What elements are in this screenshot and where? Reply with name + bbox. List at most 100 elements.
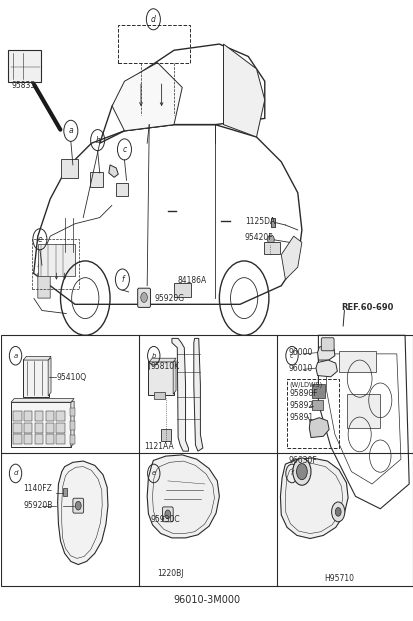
FancyBboxPatch shape <box>311 384 325 398</box>
FancyBboxPatch shape <box>263 242 279 254</box>
Polygon shape <box>193 338 202 451</box>
FancyBboxPatch shape <box>347 394 380 428</box>
Text: c: c <box>122 145 126 154</box>
Text: b: b <box>95 135 100 145</box>
FancyBboxPatch shape <box>45 423 54 433</box>
Text: H95710: H95710 <box>323 574 353 582</box>
Text: d: d <box>151 15 155 24</box>
FancyBboxPatch shape <box>14 435 22 445</box>
FancyBboxPatch shape <box>24 423 32 433</box>
Text: a: a <box>69 126 73 135</box>
Text: 1125DA: 1125DA <box>244 217 274 227</box>
Circle shape <box>267 235 273 245</box>
Text: 95892: 95892 <box>289 401 313 410</box>
FancyBboxPatch shape <box>70 408 75 417</box>
FancyBboxPatch shape <box>56 423 64 433</box>
Polygon shape <box>149 358 176 362</box>
FancyBboxPatch shape <box>73 498 83 513</box>
FancyBboxPatch shape <box>56 411 64 421</box>
Text: c: c <box>290 353 293 359</box>
FancyBboxPatch shape <box>338 351 375 373</box>
FancyBboxPatch shape <box>35 411 43 421</box>
FancyBboxPatch shape <box>22 359 49 397</box>
FancyBboxPatch shape <box>173 283 190 297</box>
Text: a: a <box>13 353 18 359</box>
Text: 1121AA: 1121AA <box>144 442 173 451</box>
Text: f: f <box>290 471 292 476</box>
FancyBboxPatch shape <box>271 217 275 227</box>
Polygon shape <box>309 418 328 438</box>
FancyBboxPatch shape <box>148 361 173 396</box>
Polygon shape <box>280 458 347 538</box>
Polygon shape <box>48 358 51 396</box>
Text: 95891: 95891 <box>289 412 313 422</box>
Text: 95890F: 95890F <box>289 389 317 398</box>
Text: f: f <box>121 275 123 284</box>
Circle shape <box>335 507 340 516</box>
FancyBboxPatch shape <box>70 435 75 444</box>
FancyBboxPatch shape <box>24 435 32 445</box>
Polygon shape <box>317 345 334 360</box>
Polygon shape <box>71 401 74 447</box>
Text: 95920G: 95920G <box>154 294 184 302</box>
FancyBboxPatch shape <box>45 435 54 445</box>
Text: 95930C: 95930C <box>150 515 180 524</box>
Circle shape <box>140 292 147 302</box>
FancyBboxPatch shape <box>14 411 22 421</box>
Text: 84186A: 84186A <box>177 276 206 285</box>
Polygon shape <box>315 360 337 377</box>
FancyBboxPatch shape <box>56 435 64 445</box>
FancyBboxPatch shape <box>38 244 75 276</box>
FancyBboxPatch shape <box>90 172 103 187</box>
FancyBboxPatch shape <box>35 423 43 433</box>
Text: 95920B: 95920B <box>23 501 52 510</box>
FancyArrowPatch shape <box>34 85 60 130</box>
Polygon shape <box>223 44 264 137</box>
FancyBboxPatch shape <box>24 411 32 421</box>
Circle shape <box>75 501 81 510</box>
FancyBboxPatch shape <box>63 488 67 496</box>
Text: e: e <box>151 471 156 476</box>
FancyBboxPatch shape <box>320 338 333 351</box>
FancyBboxPatch shape <box>153 392 164 399</box>
Circle shape <box>296 463 306 479</box>
FancyBboxPatch shape <box>116 183 128 196</box>
FancyBboxPatch shape <box>311 400 323 410</box>
Circle shape <box>331 502 344 522</box>
Text: 1140FZ: 1140FZ <box>23 484 52 494</box>
FancyBboxPatch shape <box>138 288 150 307</box>
FancyBboxPatch shape <box>11 402 71 448</box>
Polygon shape <box>280 236 301 279</box>
FancyBboxPatch shape <box>61 160 78 178</box>
Polygon shape <box>38 267 50 298</box>
Text: REF.60-690: REF.60-690 <box>340 303 392 312</box>
Text: 95420F: 95420F <box>244 233 273 242</box>
Polygon shape <box>112 63 182 131</box>
Text: 96010-3M000: 96010-3M000 <box>173 596 240 605</box>
FancyBboxPatch shape <box>161 429 171 442</box>
Polygon shape <box>147 455 219 538</box>
Text: 96010: 96010 <box>288 364 312 373</box>
Polygon shape <box>109 165 118 177</box>
Text: 96000: 96000 <box>288 348 312 357</box>
Text: 96630F: 96630F <box>288 456 317 465</box>
FancyBboxPatch shape <box>8 50 40 83</box>
Text: 95410Q: 95410Q <box>56 373 86 382</box>
Polygon shape <box>171 338 188 451</box>
Circle shape <box>292 458 310 485</box>
Text: 1220BJ: 1220BJ <box>157 569 183 578</box>
Circle shape <box>164 510 170 519</box>
Text: b: b <box>151 353 156 359</box>
FancyBboxPatch shape <box>45 411 54 421</box>
Polygon shape <box>57 461 108 564</box>
Polygon shape <box>23 356 51 360</box>
Text: (W/LDWS): (W/LDWS) <box>289 381 322 388</box>
Polygon shape <box>11 399 74 402</box>
Polygon shape <box>173 361 176 394</box>
FancyBboxPatch shape <box>35 435 43 445</box>
Text: d: d <box>13 471 18 476</box>
Text: e: e <box>38 235 42 244</box>
Text: 95835: 95835 <box>11 81 35 90</box>
Text: 95810K: 95810K <box>150 362 179 371</box>
FancyBboxPatch shape <box>14 423 22 433</box>
